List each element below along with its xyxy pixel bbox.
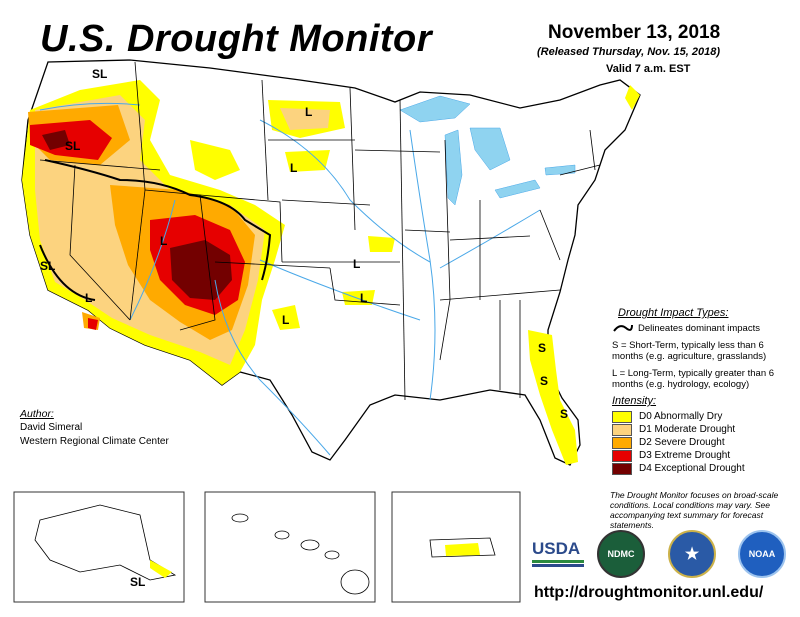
- legend-item-d0: D0 Abnormally Dry: [612, 410, 745, 423]
- legend-label-d3: D3 Extreme Drought: [639, 450, 731, 461]
- alaska-dry-region: [150, 560, 172, 578]
- legend-item-d3: D3 Extreme Drought: [612, 449, 745, 462]
- swatch-d1: [612, 423, 632, 436]
- long-term-definition: L = Long-Term, typically greater than 6 …: [612, 368, 775, 390]
- label-sl-oregon: SL: [65, 139, 80, 153]
- commerce-seal-logo: ★: [668, 530, 716, 578]
- d1-region-nd: [280, 108, 330, 130]
- lake-michigan: [444, 129, 463, 206]
- noaa-logo-text: NOAA: [748, 549, 776, 559]
- intensity-legend: D0 Abnormally Dry D1 Moderate Drought D2…: [612, 410, 745, 475]
- d3-region-sw-ca: [88, 318, 98, 330]
- legend-item-d1: D1 Moderate Drought: [612, 423, 745, 436]
- noaa-logo: NOAA: [738, 530, 786, 578]
- usda-logo-text: USDA: [532, 539, 581, 558]
- label-l-ks: L: [353, 257, 360, 271]
- mississippi-river: [409, 129, 436, 401]
- rivers: [39, 102, 541, 456]
- release-date: (Released Thursday, Nov. 15, 2018): [537, 46, 721, 58]
- map-title: U.S. Drought Monitor: [40, 18, 433, 60]
- impact-line-icon: [613, 324, 633, 332]
- ohio-river: [439, 209, 541, 269]
- missouri-river: [259, 119, 431, 263]
- columbia-river: [39, 102, 141, 111]
- swatch-d4: [612, 462, 632, 475]
- label-s-ga: S: [538, 341, 546, 355]
- label-sl-nw: SL: [92, 67, 107, 81]
- impact-boundaries: [39, 159, 272, 301]
- impact-line-south: [39, 244, 96, 301]
- lake-huron: [469, 127, 511, 171]
- short-term-definition: S = Short-Term, typically less than 6 mo…: [612, 340, 767, 362]
- label-l-co: L: [160, 234, 167, 248]
- impact-line-legend: Delineates dominant impacts: [612, 322, 760, 334]
- label-l-sw: L: [85, 291, 92, 305]
- label-l-nd: L: [305, 105, 312, 119]
- hawaii-islands: [231, 513, 370, 595]
- impact-line-north: [44, 159, 272, 281]
- legend-label-d4: D4 Exceptional Drought: [639, 463, 745, 474]
- legend-item-d2: D2 Severe Drought: [612, 436, 745, 449]
- d0-region-maine: [625, 85, 640, 110]
- label-sl-california: SL: [40, 259, 55, 273]
- ndmc-logo: NDMC: [597, 530, 645, 578]
- state-borders: [39, 61, 601, 401]
- swatch-d2: [612, 436, 632, 449]
- usda-logo: USDA: [532, 540, 584, 570]
- ndmc-logo-text: NDMC: [607, 549, 635, 559]
- d0-region-montana: [190, 140, 240, 180]
- d0-region-tx: [272, 305, 300, 330]
- swatch-d0: [612, 410, 632, 423]
- legend-label-d0: D0 Abnormally Dry: [639, 411, 723, 422]
- d0-region-southeast: [528, 330, 578, 465]
- website-url[interactable]: http://droughtmonitor.unl.edu/: [534, 584, 764, 601]
- legend-item-d4: D4 Exceptional Drought: [612, 462, 745, 475]
- disclaimer-note: The Drought Monitor focuses on broad-sca…: [610, 490, 779, 530]
- intensity-legend-title: Intensity:: [612, 395, 657, 407]
- legend-label-d2: D2 Severe Drought: [639, 437, 725, 448]
- label-l-tx: L: [282, 313, 289, 327]
- label-sl-alaska: SL: [130, 575, 145, 589]
- arkansas-river: [259, 259, 421, 321]
- map-date: November 13, 2018: [548, 22, 721, 43]
- label-s-fl-n: S: [540, 374, 548, 388]
- label-l-sd: L: [290, 161, 297, 175]
- author-organization: Western Regional Climate Center: [20, 436, 169, 447]
- legend-label-d1: D1 Moderate Drought: [639, 424, 736, 435]
- lake-superior: [399, 95, 471, 123]
- label-s-fl-s: S: [560, 407, 568, 421]
- puerto-rico-dry-region: [445, 543, 480, 556]
- d4-region-oregon: [42, 130, 70, 150]
- valid-time: Valid 7 a.m. EST: [606, 63, 691, 75]
- impact-legend-title: Drought Impact Types:: [618, 307, 729, 319]
- d0-region-sd: [285, 150, 330, 172]
- d3-region-oregon: [30, 120, 112, 160]
- rio-grande: [214, 279, 331, 456]
- d0-region-ks: [368, 236, 395, 252]
- author-name: David Simeral: [20, 422, 83, 433]
- label-l-ok: L: [360, 291, 367, 305]
- d4-region-four-corners: [170, 240, 232, 300]
- swatch-d3: [612, 449, 632, 462]
- alaska-outline: [34, 504, 177, 581]
- author-label: Author:: [20, 408, 54, 420]
- lake-erie: [494, 179, 541, 199]
- colorado-river: [129, 199, 176, 321]
- impact-line-label: Delineates dominant impacts: [638, 322, 760, 334]
- lake-ontario: [544, 164, 576, 176]
